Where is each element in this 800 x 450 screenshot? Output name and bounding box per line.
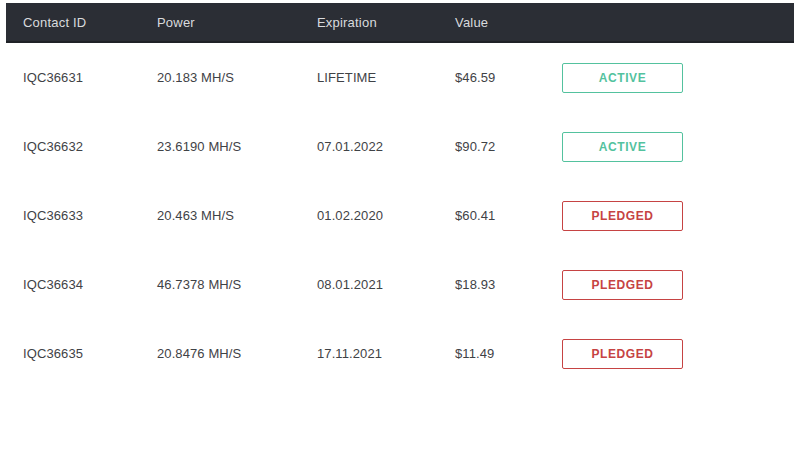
expiration-cell: LIFETIME [317,70,455,85]
status-button[interactable]: ACTIVE [562,63,683,93]
column-header-contact-id: Contact ID [23,15,157,30]
power-cell: 20.463 MH/S [157,208,317,223]
contact-id-cell: IQC36632 [23,139,157,154]
power-cell: 20.183 MH/S [157,70,317,85]
contact-id-cell: IQC36634 [23,277,157,292]
status-button[interactable]: PLEDGED [562,270,683,300]
contact-id-cell: IQC36633 [23,208,157,223]
table-header-row: Contact ID Power Expiration Value [6,3,794,43]
power-cell: 46.7378 MH/S [157,277,317,292]
column-header-value: Value [455,15,562,30]
power-cell: 23.6190 MH/S [157,139,317,154]
power-cell: 20.8476 MH/S [157,346,317,361]
column-header-expiration: Expiration [317,15,455,30]
expiration-cell: 08.01.2021 [317,277,455,292]
status-button[interactable]: ACTIVE [562,132,683,162]
expiration-cell: 17.11.2021 [317,346,455,361]
expiration-cell: 01.02.2020 [317,208,455,223]
table-row: IQC36635 20.8476 MH/S 17.11.2021 $11.49 … [6,319,794,388]
table-row: IQC36631 20.183 MH/S LIFETIME $46.59 ACT… [6,43,794,112]
status-button[interactable]: PLEDGED [562,339,683,369]
contracts-table: Contact ID Power Expiration Value IQC366… [6,3,794,388]
contact-id-cell: IQC36631 [23,70,157,85]
value-cell: $46.59 [455,70,562,85]
value-cell: $90.72 [455,139,562,154]
value-cell: $11.49 [455,346,562,361]
status-button[interactable]: PLEDGED [562,201,683,231]
table-row: IQC36633 20.463 MH/S 01.02.2020 $60.41 P… [6,181,794,250]
value-cell: $60.41 [455,208,562,223]
value-cell: $18.93 [455,277,562,292]
column-header-power: Power [157,15,317,30]
expiration-cell: 07.01.2022 [317,139,455,154]
table-row: IQC36634 46.7378 MH/S 08.01.2021 $18.93 … [6,250,794,319]
contact-id-cell: IQC36635 [23,346,157,361]
contracts-page: Contact ID Power Expiration Value IQC366… [0,3,800,450]
table-row: IQC36632 23.6190 MH/S 07.01.2022 $90.72 … [6,112,794,181]
